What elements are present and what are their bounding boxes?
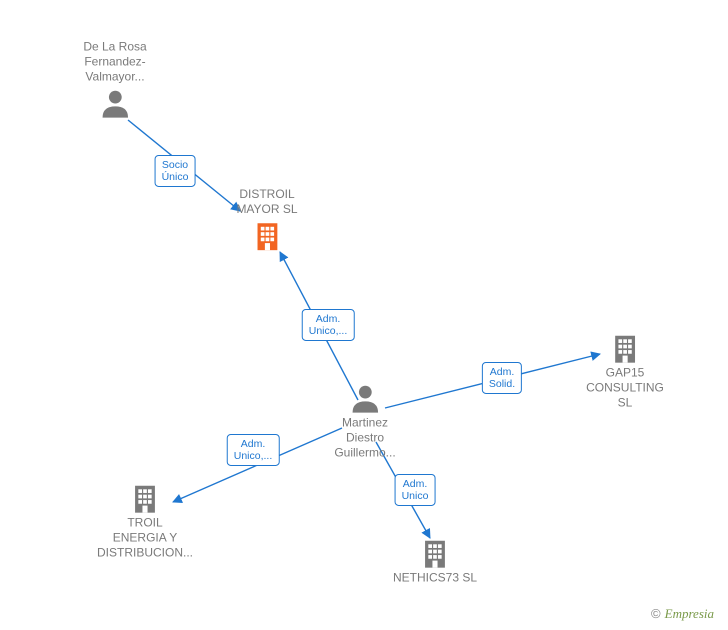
node-icon bbox=[236, 219, 297, 253]
building-icon bbox=[250, 219, 284, 253]
edge-label: Adm. Unico,... bbox=[302, 309, 355, 341]
node-troil[interactable]: TROIL ENERGIA Y DISTRIBUCION... bbox=[97, 480, 193, 561]
node-icon bbox=[586, 332, 664, 366]
node-label: DISTROIL MAYOR SL bbox=[236, 187, 297, 217]
building-icon bbox=[128, 482, 162, 516]
building-icon bbox=[608, 332, 642, 366]
person-icon bbox=[348, 382, 382, 416]
node-icon bbox=[97, 482, 193, 516]
node-label: De La Rosa Fernandez- Valmayor... bbox=[83, 40, 146, 85]
node-icon bbox=[334, 382, 395, 416]
node-label: NETHICS73 SL bbox=[393, 571, 477, 586]
watermark: © Empresia bbox=[651, 606, 714, 622]
node-label: TROIL ENERGIA Y DISTRIBUCION... bbox=[97, 516, 193, 561]
edge-label: Adm. Unico bbox=[395, 474, 436, 506]
watermark-text: Empresia bbox=[665, 606, 714, 621]
node-label: GAP15 CONSULTING SL bbox=[586, 366, 664, 411]
node-delarosa[interactable]: De La Rosa Fernandez- Valmayor... bbox=[83, 40, 146, 121]
node-icon bbox=[83, 87, 146, 121]
edge-label: Adm. Solid. bbox=[482, 362, 522, 394]
copyright-symbol: © bbox=[651, 606, 661, 621]
node-nethics[interactable]: NETHICS73 SL bbox=[393, 535, 477, 586]
building-icon bbox=[418, 537, 452, 571]
edge-label: Socio Único bbox=[155, 155, 196, 187]
node-distroil[interactable]: DISTROIL MAYOR SL bbox=[236, 187, 297, 253]
person-icon bbox=[98, 87, 132, 121]
node-gap15[interactable]: GAP15 CONSULTING SL bbox=[586, 330, 664, 411]
diagram-canvas: De La Rosa Fernandez- Valmayor... DISTRO… bbox=[0, 0, 728, 630]
node-martinez[interactable]: Martinez Diestro Guillermo... bbox=[334, 380, 395, 461]
node-icon bbox=[393, 537, 477, 571]
edge-label: Adm. Unico,... bbox=[227, 434, 280, 466]
node-label: Martinez Diestro Guillermo... bbox=[334, 416, 395, 461]
